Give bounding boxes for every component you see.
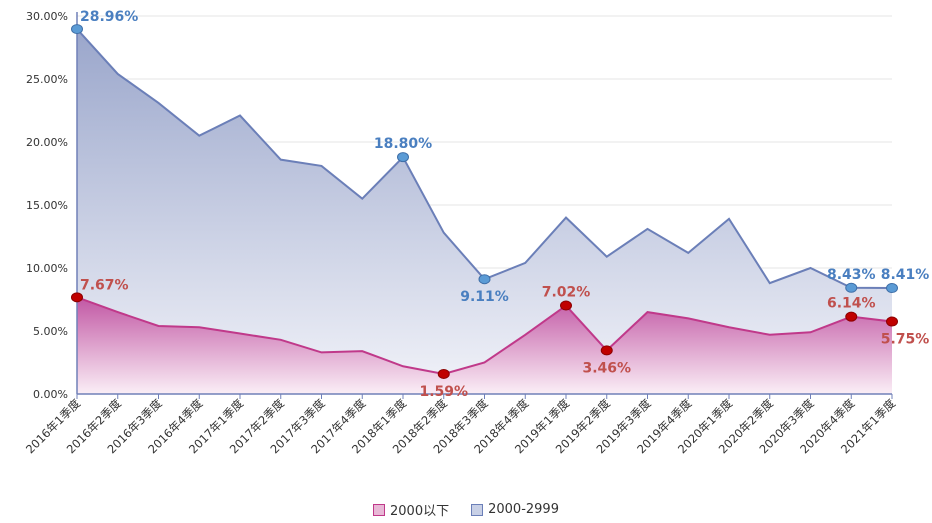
data-point-marker [437,368,450,379]
area-chart: 0.00% 5.00% 10.00% 15.00% 20.00% 25.00% 30.00%… [23,9,929,456]
data-point-marker [478,274,491,285]
data-point-marker [886,316,898,327]
y-tick-label: 15.00% [26,199,68,212]
data-point-marker [71,24,83,35]
legend-label-under-2000: 2000以下 [390,504,450,519]
data-point-marker [560,300,572,311]
legend: 2000以下 2000-2999 [0,500,932,519]
y-tick-label: 5.00% [33,325,68,338]
y-tick-label: 30.00% [26,10,68,23]
data-label: 7.02% [542,285,591,301]
data-label: 9.11% [460,289,509,305]
data-label: 6.14% [827,296,876,312]
y-tick-label: 0.00% [33,388,68,401]
marker-layer [71,24,898,379]
data-label: 3.46% [582,360,631,376]
legend-swatch-under-2000 [373,503,386,516]
data-point-marker [600,345,613,356]
y-tick-label: 25.00% [26,73,68,86]
data-label: 1.59% [419,384,468,400]
data-point-marker [71,292,83,303]
data-label: 18.80% [374,136,432,152]
data-label: 28.96% [80,9,138,25]
legend-label-2000-2999: 2000-2999 [488,502,559,517]
legend-swatch-2000-2999 [471,503,484,516]
data-label: 8.43% [827,267,876,283]
data-point-marker [845,311,858,322]
y-tick-label: 20.00% [26,136,68,149]
area-layer [76,28,893,394]
data-label: 8.41% [881,267,930,283]
data-label: 7.67% [80,277,129,293]
series-line-2000以下 [76,296,893,375]
data-point-marker [397,152,409,163]
data-point-marker [845,282,858,293]
y-tick-label: 10.00% [26,262,68,275]
series-area-2000-2999 [77,29,892,394]
legend-item-2000-2999[interactable]: 2000-2999 [471,500,559,519]
legend-item-under-2000[interactable]: 2000以下 [373,500,449,519]
series-area-2000以下 [77,297,892,394]
data-label: 5.75% [881,332,930,348]
data-point-marker [886,283,898,294]
data-label-layer: 28.96% 18.80% 9.11% 8.43% 8.41% 7.67% 1.59% 7.0… [80,9,929,400]
